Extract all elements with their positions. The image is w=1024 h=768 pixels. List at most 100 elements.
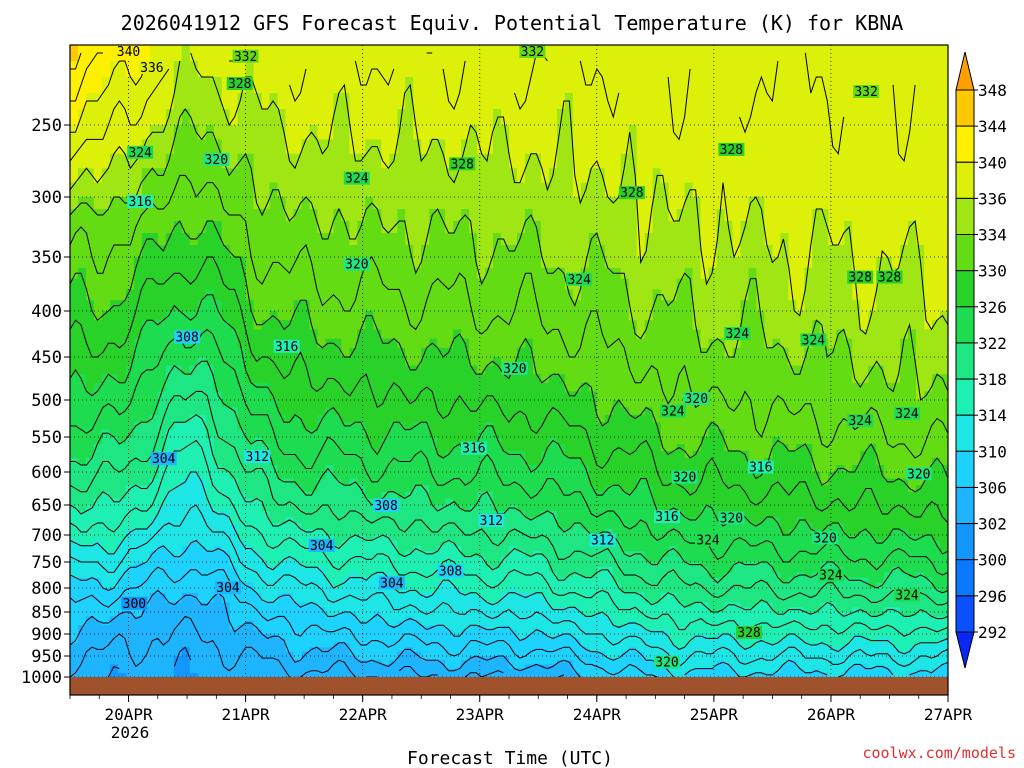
field-cell <box>421 567 430 573</box>
field-cell <box>501 556 510 563</box>
field-cell <box>509 197 518 210</box>
field-cell <box>349 278 358 290</box>
field-cell <box>189 660 199 665</box>
field-cell <box>373 592 382 599</box>
field-cell <box>509 551 518 558</box>
field-cell <box>445 582 454 589</box>
field-cell <box>532 422 542 431</box>
field-cell <box>349 437 358 445</box>
field-cell <box>165 597 175 603</box>
field-cell <box>381 221 390 234</box>
field-cell <box>213 233 223 246</box>
field-cell <box>317 45 326 62</box>
field-cell <box>532 311 542 321</box>
field-cell <box>349 602 358 608</box>
field-cell <box>477 320 486 330</box>
field-cell <box>525 545 534 552</box>
field-cell <box>540 647 550 653</box>
field-cell <box>213 577 223 584</box>
field-cell <box>93 429 103 438</box>
field-cell <box>349 485 358 493</box>
field-cell <box>293 444 303 452</box>
field-cell <box>341 629 350 635</box>
field-cell <box>341 414 350 423</box>
field-cell <box>548 556 558 563</box>
field-cell <box>325 612 334 617</box>
field-cell <box>157 391 167 401</box>
field-cell <box>165 491 175 499</box>
field-cell <box>357 458 366 466</box>
field-cell <box>509 429 518 438</box>
field-cell <box>261 672 271 677</box>
field-cell <box>349 620 358 626</box>
field-cell <box>501 465 510 473</box>
field-cell <box>453 289 462 301</box>
field-cell <box>445 357 454 367</box>
field-cell <box>485 168 494 184</box>
field-cell <box>469 429 478 438</box>
field-cell <box>197 257 207 269</box>
field-cell <box>221 478 231 486</box>
field-cell <box>381 182 390 198</box>
field-cell <box>109 656 119 661</box>
field-cell <box>237 374 247 384</box>
field-cell <box>381 209 390 222</box>
field-cell <box>389 491 398 499</box>
field-cell <box>165 545 175 552</box>
field-cell <box>101 485 111 493</box>
field-cell <box>293 451 303 459</box>
field-cell <box>548 472 558 480</box>
field-cell <box>453 365 462 375</box>
field-cell <box>477 391 486 401</box>
field-cell <box>525 444 534 452</box>
field-cell <box>269 498 279 506</box>
field-cell <box>189 485 199 493</box>
field-cell <box>349 465 358 473</box>
field-cell <box>149 400 159 408</box>
field-cell <box>229 607 239 613</box>
field-cell <box>493 182 502 198</box>
field-cell <box>237 647 247 653</box>
field-cell <box>429 498 438 506</box>
field-cell <box>277 300 287 312</box>
field-cell <box>421 233 430 246</box>
field-cell <box>405 245 414 258</box>
field-cell <box>325 458 334 466</box>
field-cell <box>517 257 526 269</box>
field-cell <box>413 93 422 110</box>
field-cell <box>325 109 334 126</box>
field-cell <box>101 209 111 222</box>
field-cell <box>501 607 510 613</box>
field-cell <box>141 77 151 94</box>
field-cell <box>285 505 295 512</box>
field-cell <box>564 221 574 234</box>
field-cell <box>78 400 87 408</box>
field-cell <box>293 329 303 340</box>
field-cell <box>269 668 279 674</box>
field-cell <box>540 300 550 312</box>
field-cell <box>165 612 175 617</box>
field-cell <box>181 668 191 674</box>
field-cell <box>389 382 398 392</box>
field-cell <box>245 656 255 661</box>
field-cell <box>141 407 151 416</box>
field-cell <box>309 93 319 110</box>
field-cell <box>349 577 358 584</box>
field-cell <box>277 400 287 408</box>
field-cell <box>157 562 167 568</box>
field-cell <box>333 577 342 584</box>
field-cell <box>237 529 247 536</box>
field-cell <box>181 567 191 573</box>
field-cell <box>548 656 558 661</box>
field-cell <box>78 491 87 499</box>
field-cell <box>501 61 510 78</box>
field-cell <box>285 660 295 665</box>
field-cell <box>189 505 199 512</box>
field-cell <box>548 109 558 126</box>
field-cell <box>341 592 350 599</box>
field-cell <box>429 77 438 94</box>
field-cell <box>525 139 534 155</box>
field-cell <box>564 451 574 459</box>
field-cell <box>532 365 542 375</box>
field-cell <box>365 551 374 558</box>
